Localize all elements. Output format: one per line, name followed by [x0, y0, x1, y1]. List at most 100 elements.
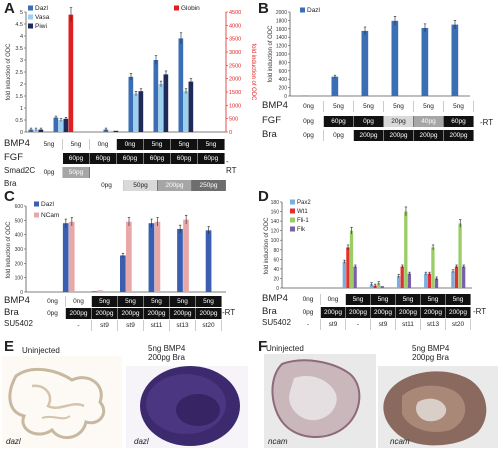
d-bra-cell-2: 200pg: [346, 307, 371, 318]
y-tick-label-right-a-0: 0: [229, 130, 232, 136]
a-bmp4-cell-0: 5ng: [36, 139, 63, 150]
b-fgf-cell-4: 40pg: [414, 116, 444, 127]
rt-label-b: -RT: [480, 118, 494, 127]
c-bra-cell-6: 200pg: [196, 308, 222, 319]
y-tick-label-d-1: 20: [273, 276, 279, 282]
bar-d-pax2-5: [424, 273, 428, 288]
c-bmp4-cell-1: 0ng: [66, 296, 92, 307]
a-fgf-cell-3: 60pg: [144, 153, 171, 164]
a-fgf-cell-1: 60pg: [90, 153, 117, 164]
y-tick-label-right-a-5: 2500: [229, 63, 241, 69]
y-axis-title-right-a: fold induction of ODC: [250, 43, 256, 101]
panel-label-b: B: [258, 0, 269, 17]
b-bra-cell-5: 200pg: [444, 130, 474, 141]
c-bra-cell-2: 200pg: [92, 308, 118, 319]
y-tick-label-right-a-7: 3500: [229, 37, 241, 43]
d-bra-cell-5: 200pg: [421, 307, 446, 318]
bar-a-vasa-6: [183, 91, 189, 132]
a-fgf-cell-4: 60pg: [171, 153, 198, 164]
y-tick-label-right-a-6: 3000: [229, 50, 241, 56]
a-bmp4-cell-3: 0ng: [117, 139, 144, 150]
legend-swatch-a-2: [28, 23, 33, 29]
legend-swatch-a-0: [28, 5, 33, 11]
c-su5402-cell-1: st9: [92, 320, 118, 331]
bar-c-dazl-5: [177, 228, 183, 292]
legend-label-d-3: Flk: [297, 227, 306, 233]
row-name-smad2c-a: Smad2C: [4, 166, 36, 175]
row-name-bra-d: Bra: [262, 306, 277, 317]
bar-a-dazl-5: [153, 60, 159, 132]
bar-d-fli1-6: [458, 223, 462, 288]
panel-label-d: D: [258, 188, 269, 205]
c-bra-cell-4: 200pg: [144, 308, 170, 319]
y-tick-label-a-0: 0: [20, 130, 23, 136]
e-right-caption: dazl: [134, 437, 149, 446]
f-injected-micrograph: [378, 366, 498, 448]
y-tick-label-b-4: 800: [279, 60, 288, 66]
d-bmp4-cell-0: 0ng: [296, 294, 321, 305]
d-bmp4-cell-3: 5ng: [371, 294, 396, 305]
b-bra-cell-2: 200pg: [354, 130, 384, 141]
row-name-bmp4-d: BMP4: [262, 293, 288, 304]
e-right-title: 5ng BMP4 200pg Bra: [148, 344, 186, 362]
y-tick-label-a-9: 4.5: [15, 22, 23, 28]
y-tick-label-a-6: 3: [20, 58, 23, 64]
c-bra-cell-0: 0pg: [40, 308, 66, 319]
f-right-caption: ncam: [390, 437, 410, 446]
d-su5402-cell-0: -: [296, 319, 321, 330]
d-bmp4-cell-1: 0ng: [321, 294, 346, 305]
bar-d-fli1-5: [431, 247, 435, 288]
legend-swatch-d-0: [290, 199, 295, 205]
bar-d-pax2-6: [451, 271, 455, 288]
row-name-su5402-c: SU5402: [4, 319, 33, 328]
f-uninjected-micrograph: [264, 354, 376, 448]
y-tick-label-c-3: 300: [15, 247, 24, 253]
rt-label-d: -RT: [473, 307, 487, 316]
panel-label-c: C: [4, 188, 15, 205]
y-tick-label-d-6: 120: [271, 229, 280, 235]
a-smad2c-cell-1: 50pg: [63, 167, 90, 178]
a-bra-cell-3: 250pg: [192, 180, 226, 191]
b-bmp4-cell-4: 5ng: [414, 101, 444, 112]
legend-label-d-0: Pax2: [297, 200, 311, 206]
y-tick-label-b-5: 1000: [276, 52, 287, 58]
legend-label-a-0: Dazl: [35, 5, 49, 12]
b-bra-cell-1: 0pg: [324, 130, 354, 141]
bar-a-piwi-1: [63, 118, 69, 132]
b-fgf-cell-3: 20pg: [384, 116, 414, 127]
c-su5402-cell-3: st11: [144, 320, 170, 331]
y-tick-label-d-9: 180: [271, 200, 280, 206]
legend-label-c-0: Dazl: [41, 201, 55, 208]
bar-c-dazl-6: [205, 230, 212, 292]
y-tick-label-b-9: 1800: [276, 18, 287, 24]
bar-a-piwi-3: [113, 130, 119, 132]
bar-c-ncam-1: [68, 221, 75, 292]
a-fgf-cell-2: 60pg: [117, 153, 144, 164]
c-bmp4-cell-2: 5ng: [92, 296, 118, 307]
bar-c-ncam-2: [97, 290, 104, 292]
b-fgf-cell-0: 0pg: [294, 116, 324, 127]
e-left-caption: dazl: [6, 437, 21, 446]
y-tick-label-right-a-8: 4000: [229, 23, 241, 29]
f-left-caption: ncam: [268, 437, 288, 446]
bar-d-wt1-2: [346, 247, 350, 288]
b-bra-cell-4: 200pg: [414, 130, 444, 141]
y-tick-label-a-5: 2.5: [15, 70, 23, 76]
d-su5402-cell-5: st13: [421, 319, 446, 330]
bar-c-dazl-3: [120, 255, 126, 292]
y-tick-label-d-3: 60: [273, 257, 279, 263]
y-tick-label-c-5: 500: [15, 218, 24, 224]
d-su5402-cell-2: -: [346, 319, 371, 330]
legend-label-d-1: Wt1: [297, 209, 308, 215]
rt-label-a: -RT: [226, 157, 237, 175]
b-fgf-cell-1: 60pg: [324, 116, 354, 127]
d-su5402-cell-4: st11: [396, 319, 421, 330]
y-axis-title-c: fold induction of ODC: [6, 221, 12, 279]
y-tick-label-a-3: 1.5: [15, 94, 23, 100]
y-tick-label-a-8: 4: [20, 34, 23, 40]
c-bra-cell-5: 200pg: [170, 308, 196, 319]
bar-a-globin-1: [68, 14, 74, 133]
y-tick-label-right-a-2: 1000: [229, 103, 241, 109]
y-tick-label-d-5: 100: [271, 238, 280, 244]
